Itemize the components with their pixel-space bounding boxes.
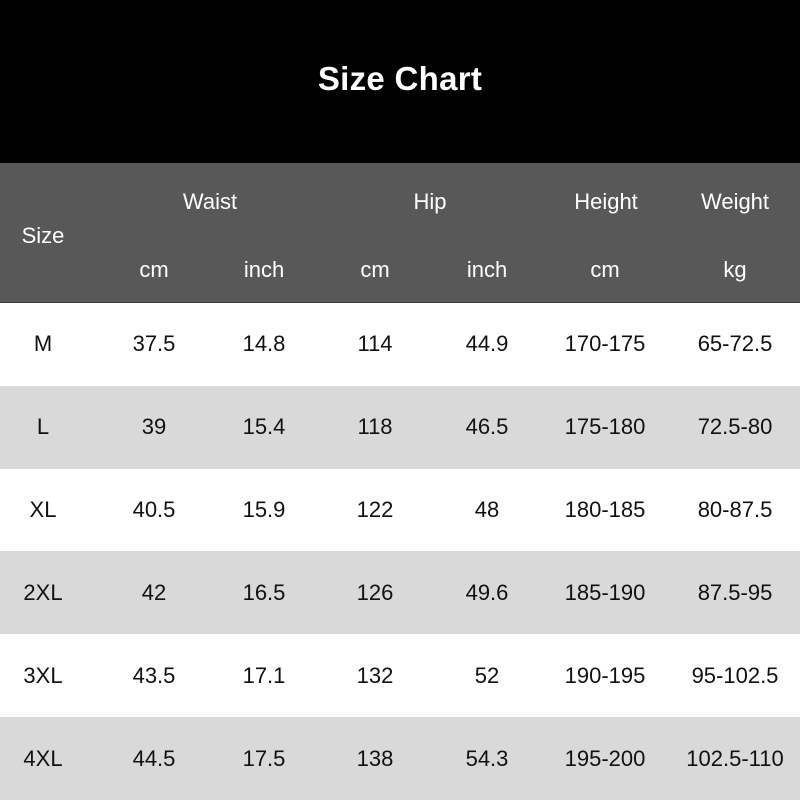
- table-row: XL 40.5 15.9 122 48 180-185 80-87.5: [0, 468, 800, 552]
- cell-weight_kg: 87.5-95: [697, 579, 773, 605]
- cell-hip_cm: 132: [356, 662, 394, 688]
- cell-weight_kg: 80-87.5: [697, 497, 773, 523]
- cell-hip_inch: 48: [474, 497, 500, 523]
- row-size-label: XL: [29, 497, 57, 523]
- cell-height_cm: 195-200: [564, 745, 646, 771]
- title-band: Size Chart: [0, 0, 800, 163]
- cell-hip_cm: 122: [356, 497, 394, 523]
- row-size-label: L: [36, 414, 50, 440]
- header-group-height: Height: [574, 189, 638, 214]
- cell-hip_inch: 46.5: [465, 414, 509, 440]
- cell-hip_inch: 52: [474, 662, 500, 688]
- row-size-label: M: [33, 331, 53, 357]
- cell-waist_inch: 17.5: [242, 745, 286, 771]
- cell-weight_kg: 65-72.5: [697, 331, 773, 357]
- cell-hip_cm: 138: [356, 745, 394, 771]
- header-unit-2-cm: cm: [360, 257, 390, 282]
- header-unit-4-cm: cm: [590, 257, 620, 282]
- cell-waist_cm: 39: [141, 414, 167, 440]
- cell-hip_cm: 114: [357, 331, 393, 357]
- table-row: 4XL 44.5 17.5 138 54.3 195-200 102.5-110: [0, 717, 800, 800]
- cell-weight_kg: 72.5-80: [697, 414, 773, 440]
- header-group-weight: Weight: [700, 189, 770, 214]
- cell-weight_kg: 95-102.5: [691, 662, 779, 688]
- cell-hip_inch: 49.6: [465, 579, 509, 605]
- header-unit-5-kg: kg: [723, 257, 747, 282]
- cell-height_cm: 185-190: [564, 579, 646, 605]
- cell-waist_cm: 42: [141, 579, 167, 605]
- cell-waist_cm: 37.5: [132, 331, 176, 357]
- row-size-label: 3XL: [23, 662, 63, 688]
- page-title: Size Chart: [317, 60, 483, 97]
- cell-hip_cm: 126: [356, 579, 394, 605]
- table-row: M 37.5 14.8 114 44.9 170-175 65-72.5: [0, 303, 800, 386]
- table-header: Size Waist Hip Height Weight cm inch cm inch cm kg: [0, 163, 800, 303]
- cell-waist_cm: 44.5: [132, 745, 176, 771]
- table-row: L 39 15.4 118 46.5 175-180 72.5-80: [0, 385, 800, 469]
- header-unit-1-inch: inch: [243, 257, 285, 282]
- table-body: M 37.5 14.8 114 44.9 170-175 65-72.5 L 39 15.4 118…: [0, 303, 800, 800]
- row-size-label: 4XL: [23, 745, 63, 771]
- cell-height_cm: 190-195: [564, 662, 646, 688]
- cell-waist_cm: 40.5: [132, 497, 176, 523]
- table-row: 3XL 43.5 17.1 132 52 190-195 95-102.5: [0, 634, 800, 718]
- cell-height_cm: 180-185: [564, 497, 646, 523]
- cell-waist_inch: 15.9: [242, 497, 286, 523]
- cell-waist_inch: 16.5: [242, 579, 286, 605]
- header-unit-0-cm: cm: [139, 257, 169, 282]
- table-row: 2XL 42 16.5 126 49.6 185-190 87.5-95: [0, 551, 800, 635]
- cell-height_cm: 170-175: [564, 331, 646, 357]
- cell-hip_inch: 54.3: [465, 745, 509, 771]
- cell-waist_inch: 17.1: [242, 662, 286, 688]
- cell-hip_cm: 118: [357, 414, 393, 440]
- cell-height_cm: 175-180: [564, 414, 646, 440]
- header-group-waist: Waist: [182, 189, 238, 214]
- row-size-label: 2XL: [23, 579, 63, 605]
- cell-waist_cm: 43.5: [132, 662, 176, 688]
- header-unit-3-inch: inch: [466, 257, 508, 282]
- header-label-size: Size: [21, 223, 65, 248]
- cell-hip_inch: 44.9: [465, 331, 509, 357]
- cell-waist_inch: 14.8: [242, 331, 286, 357]
- cell-waist_inch: 15.4: [242, 414, 286, 440]
- cell-weight_kg: 102.5-110: [686, 745, 784, 771]
- header-group-hip: Hip: [413, 189, 447, 214]
